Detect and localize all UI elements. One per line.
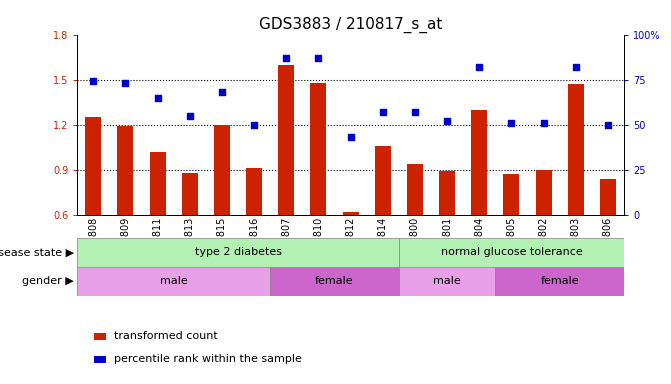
Text: transformed count: transformed count [114,331,218,341]
Bar [471,110,487,215]
Bar [399,238,624,267]
Point [538,120,549,126]
Bar [439,171,455,215]
Point [152,95,163,101]
Text: gender ▶: gender ▶ [22,276,74,286]
Bar [278,65,295,215]
Bar [399,267,495,296]
Text: percentile rank within the sample: percentile rank within the sample [114,354,302,364]
Bar [77,238,399,267]
Point [249,122,260,128]
Point [313,55,324,61]
Point [603,122,613,128]
Point [474,64,484,70]
Bar [85,117,101,215]
Point [88,78,99,84]
Point [185,113,195,119]
Point [120,80,131,86]
Text: disease state ▶: disease state ▶ [0,247,74,258]
Point [570,64,581,70]
Bar [214,125,230,215]
Bar [270,267,399,296]
Text: type 2 diabetes: type 2 diabetes [195,247,282,258]
Bar [503,174,519,215]
Bar [246,169,262,215]
Bar [77,267,270,296]
Bar [495,267,624,296]
Bar [568,84,584,215]
Point [506,120,517,126]
Bar [311,83,327,215]
Point [217,89,227,95]
Bar [535,170,552,215]
Bar [182,173,198,215]
Text: normal glucose tolerance: normal glucose tolerance [441,247,582,258]
Text: male: male [160,276,188,286]
Title: GDS3883 / 210817_s_at: GDS3883 / 210817_s_at [259,17,442,33]
Bar [117,126,134,215]
Point [281,55,292,61]
Bar [374,146,391,215]
Text: male: male [433,276,461,286]
Point [442,118,452,124]
Point [346,134,356,141]
Text: female: female [315,276,354,286]
Bar [150,152,166,215]
Bar [600,179,616,215]
Point [409,109,420,115]
Bar [343,212,358,215]
Point [377,109,388,115]
Bar [407,164,423,215]
Text: female: female [540,276,579,286]
